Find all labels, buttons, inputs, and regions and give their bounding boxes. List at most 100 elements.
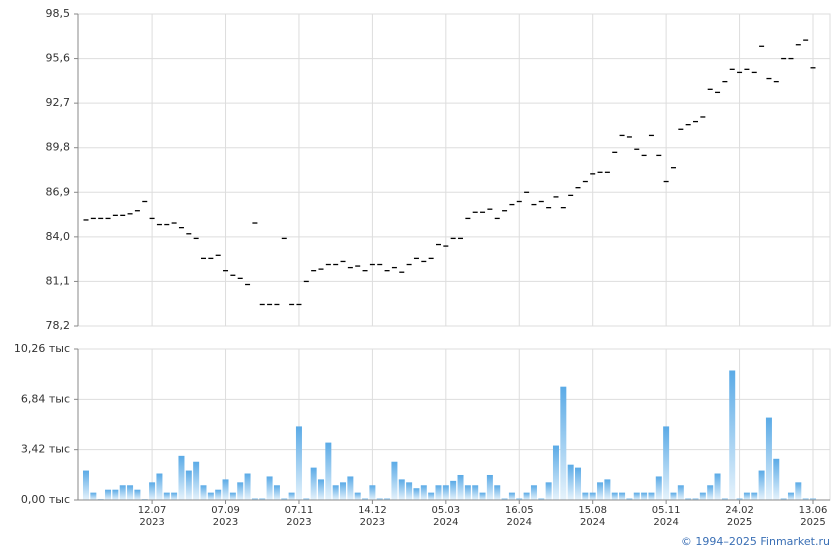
volume-bar [619,492,626,500]
y-tick-label: 98,5 [46,7,71,20]
volume-bar [90,492,97,500]
x-tick-label: 07.11 2023 [284,505,314,528]
volume-bar [663,426,670,500]
volume-bar [501,498,508,500]
volume-bar [369,485,376,500]
volume-bar [486,474,493,500]
volume-bar [597,482,604,500]
volume-bar [765,417,772,500]
x-tick-label: 12.07 2023 [137,505,167,528]
volume-bar [560,386,567,500]
volume-bar [266,476,273,500]
volume-bar [780,498,787,500]
plot-area [77,13,831,327]
y-tick-label: 95,6 [46,52,71,65]
x-tick-label: 14.12 2023 [358,505,387,528]
volume-bar [545,482,552,500]
copyright: © 1994–2025 Finmarket.ru [680,535,830,548]
volume-bar [641,492,648,500]
volume-bar [810,498,816,500]
volume-bar [317,479,324,500]
volume-bar [802,498,809,500]
volume-bar [472,485,479,500]
volume-bar [604,479,611,500]
volume-bar [354,492,361,500]
volume-bar [707,485,714,500]
y-tick-label: 92,7 [46,96,71,109]
volume-bar [398,479,405,500]
x-tick-label: 24.02 2025 [725,505,754,528]
volume-bar [362,498,369,500]
volume-bar [251,498,258,500]
volume-bar [457,474,464,500]
volume-bar [105,489,112,500]
volume-bar [273,485,280,500]
volume-bar [611,492,618,500]
volume-bar [435,485,442,500]
volume-bar [340,482,347,500]
volume-bar [567,464,574,500]
volume-bar [420,485,427,500]
volume-bar [582,492,589,500]
volume-bar [281,498,288,500]
volume-bar [288,492,295,500]
volume-bar [729,370,736,500]
y-tick-label: 78,2 [46,319,71,332]
y-tick-label: 89,8 [46,141,71,154]
volume-bar [376,498,383,500]
x-tick-label: 16.05 2024 [504,505,534,528]
y-tick-label: 84,0 [46,230,71,243]
volume-bar [83,470,89,500]
volume-bar [655,476,662,500]
volume-bar [795,482,802,500]
volume-bar [163,492,170,500]
volume-bar [332,485,339,500]
x-tick-label: 05.03 2024 [431,505,461,528]
y-tick-label: 3,42 тыс [21,443,70,456]
volume-bar [516,498,523,500]
volume-bar [384,498,391,500]
volume-bar [295,426,302,500]
volume-bar [112,489,119,500]
volume-bar [530,485,537,500]
volume-bar [494,485,501,500]
y-tick-label: 0,00 тыс [21,493,70,506]
volume-bar [552,445,559,500]
volume-bar [442,485,449,500]
y-tick-label: 10,26 тыс [14,342,70,355]
volume-bar [692,498,699,500]
volume-bar [347,476,354,500]
volume-bar [156,473,163,500]
volume-bar [244,473,251,500]
volume-bar [237,482,244,500]
volume-bar [787,492,794,500]
x-tick-label: 15.08 2024 [578,505,607,528]
volume-bar [200,485,207,500]
volume-bar [325,442,332,500]
y-tick-label: 81,1 [46,274,71,287]
volume-bar [751,492,758,500]
volume-bar [185,470,192,500]
volume-bar [171,492,178,500]
volume-bar [758,470,765,500]
volume-bar [207,492,214,500]
volume-bar [685,498,692,500]
volume-bar [721,498,728,500]
volume-bar [575,467,582,500]
volume-bar [538,498,545,500]
volume-bar [134,489,141,500]
volume-bar [626,498,633,500]
volume-bar [259,498,266,500]
volume-bar [677,485,684,500]
volume-bar [215,489,222,500]
volume-bar [508,492,515,500]
x-tick-label: 13.06 2025 [798,505,828,528]
volume-bar [149,482,156,500]
x-tick-label: 07.09 2023 [211,505,240,528]
volume-bar [743,492,750,500]
x-tick-label: 05.11 2024 [651,505,681,528]
volume-bar [413,488,420,500]
y-tick-label: 6,84 тыс [21,392,70,405]
volume-bar [391,461,398,500]
